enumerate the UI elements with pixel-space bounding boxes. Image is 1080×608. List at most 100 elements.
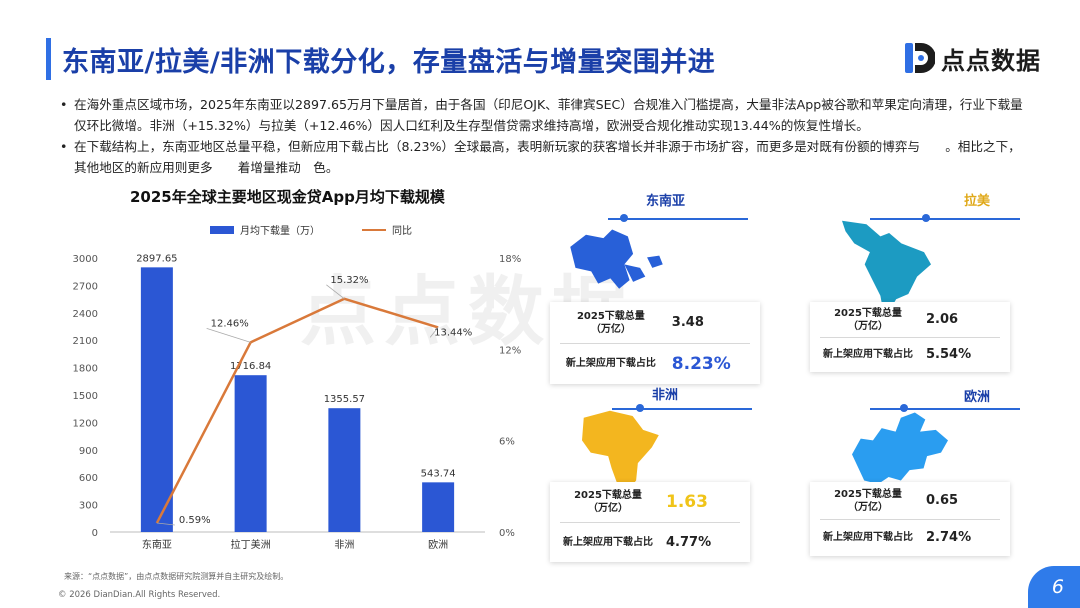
europe-map-icon bbox=[852, 412, 948, 485]
bar bbox=[234, 375, 267, 532]
stat-label-total: 2025下载总量 （万亿） bbox=[576, 310, 645, 335]
line-label-leader bbox=[206, 327, 251, 343]
y-right-tick-label: 18% bbox=[499, 254, 521, 265]
map-shape bbox=[582, 410, 659, 492]
line-data-label: 0.59% bbox=[179, 515, 211, 526]
stat-value-new: 2.74% bbox=[926, 530, 972, 545]
line-data-label: 15.32% bbox=[330, 275, 368, 286]
y-left-tick-label: 1200 bbox=[73, 418, 98, 429]
bar-data-label: 543.74 bbox=[421, 468, 456, 479]
line-label-leader bbox=[429, 327, 439, 338]
y-left-tick-label: 1800 bbox=[73, 364, 98, 375]
map-shape bbox=[852, 412, 948, 485]
stat-label-new: 新上架应用下载占比 bbox=[823, 349, 913, 360]
region-pointer-dot bbox=[620, 214, 628, 222]
stat-row-total: 2025下载总量 （万亿） 0.65 bbox=[810, 482, 1010, 519]
stat-label-total: 2025下载总量 （万亿） bbox=[834, 307, 902, 332]
legend-label-line: 同比 bbox=[392, 226, 412, 237]
stat-label-new: 新上架应用下载占比 bbox=[565, 358, 656, 369]
map-shape bbox=[842, 220, 932, 308]
brand-logo: 点点数据 bbox=[903, 40, 1041, 76]
region-name: 非洲 bbox=[652, 388, 679, 403]
region-stat-card: 2025下载总量 （万亿） 3.48 新上架应用下载占比 8.23% bbox=[550, 302, 760, 384]
stat-divider bbox=[820, 337, 1000, 338]
chart-title: 2025年全球主要地区现金贷App月均下载规模 bbox=[130, 188, 445, 206]
page-number: 6 bbox=[1051, 576, 1064, 598]
y-right-tick-label: 0% bbox=[499, 528, 515, 539]
stat-label-new: 新上架应用下载占比 bbox=[563, 536, 653, 548]
stat-value-new: 4.77% bbox=[666, 534, 712, 550]
stat-row-new: 新上架应用下载占比 5.54% bbox=[810, 337, 1010, 372]
y-left-tick-label: 2100 bbox=[73, 336, 98, 347]
line-label-leader bbox=[326, 284, 345, 300]
y-left-tick-label: 600 bbox=[79, 473, 98, 484]
logo-text: 点点数据 bbox=[941, 46, 1041, 75]
southeast-asia-map-icon bbox=[570, 229, 663, 289]
y-left-tick-label: 0 bbox=[92, 528, 98, 539]
legend-swatch-bar bbox=[210, 225, 234, 234]
region-stat-card: 2025下载总量 （万亿） 1.63 新上架应用下载占比 4.77% bbox=[550, 482, 750, 562]
x-tick-label: 非洲 bbox=[334, 539, 354, 551]
stat-value-total: 2.06 bbox=[926, 312, 959, 327]
stat-row-total: 2025下载总量 （万亿） 2.06 bbox=[810, 302, 1010, 337]
stat-label-new: 新上架应用下载占比 bbox=[823, 532, 913, 543]
chart-legend: 月均下载量（万） 同比 bbox=[210, 222, 412, 237]
region-pointer-dot bbox=[900, 404, 908, 412]
stat-label-total: 2025下载总量 （万亿） bbox=[834, 488, 902, 513]
stat-row-total: 2025下载总量 （万亿） 3.48 bbox=[550, 302, 760, 343]
y-left-tick-label: 2400 bbox=[73, 309, 98, 320]
bullet-item: 在海外重点区域市场，2025年东南亚以2897.65万月下量居首，由于各国（印尼… bbox=[58, 94, 1033, 136]
region-name: 欧洲 bbox=[964, 390, 991, 405]
y-left-tick-label: 900 bbox=[79, 446, 98, 457]
africa-map-icon bbox=[582, 410, 659, 492]
region-name: 东南亚 bbox=[646, 194, 686, 209]
y-left-tick-label: 3000 bbox=[73, 254, 98, 265]
bar-data-label: 1355.57 bbox=[324, 394, 365, 405]
stat-label-total: 2025下载总量 （万亿） bbox=[574, 490, 642, 514]
region-pointer-dot bbox=[922, 214, 930, 222]
stat-value-total: 1.63 bbox=[666, 492, 708, 512]
line-label-leader bbox=[156, 522, 175, 526]
y-right-tick-label: 12% bbox=[499, 345, 521, 356]
stat-value-new: 5.54% bbox=[926, 347, 972, 362]
bar bbox=[328, 408, 361, 532]
source-note: 来源：“点点数据”，由点点数据研究院测算并自主研究及绘制。 bbox=[64, 572, 289, 581]
page-number-badge: 6 bbox=[1028, 566, 1080, 608]
region-pointer-line bbox=[870, 408, 1020, 410]
bullet-item: 在下载结构上，东南亚地区总量平稳，但新应用下载占比（8.23%）全球最高，表明新… bbox=[58, 136, 1033, 178]
series-line bbox=[155, 297, 439, 524]
x-tick-label: 欧洲 bbox=[428, 539, 448, 551]
region-pointer-line bbox=[608, 218, 748, 220]
bar-data-label: 2897.65 bbox=[136, 253, 177, 264]
stat-value-total: 0.65 bbox=[926, 493, 959, 508]
stat-divider bbox=[820, 519, 1000, 520]
bar bbox=[422, 482, 455, 532]
summary-bullets: 在海外重点区域市场，2025年东南亚以2897.65万月下量居首，由于各国（印尼… bbox=[58, 94, 1033, 178]
legend-swatch-line bbox=[362, 228, 386, 231]
stat-divider bbox=[560, 343, 750, 344]
stat-value-new: 8.23% bbox=[671, 353, 731, 374]
bar bbox=[140, 267, 173, 532]
y-left-tick-label: 1500 bbox=[73, 391, 98, 402]
title-accent-bar bbox=[46, 38, 51, 80]
y-left-tick-label: 300 bbox=[79, 501, 98, 512]
line-data-label: 13.44% bbox=[434, 327, 472, 338]
copyright: © 2026 DianDian.All Rights Reserved. bbox=[58, 590, 221, 600]
region-pointer-line bbox=[870, 218, 1020, 220]
bar-data-label: 1716.84 bbox=[230, 361, 271, 372]
combo-chart: 0 300 600 900 1200 1500 1800 2100 2400 2700 3000 0%… bbox=[73, 253, 522, 551]
line-data-label: 12.46% bbox=[211, 318, 249, 329]
stat-divider bbox=[560, 522, 740, 523]
x-tick-label: 拉丁美洲 bbox=[231, 538, 271, 551]
x-tick-label: 东南亚 bbox=[142, 538, 172, 551]
y-right-tick-label: 6% bbox=[499, 437, 515, 448]
region-stat-card: 2025下载总量 （万亿） 0.65 新上架应用下载占比 2.74% bbox=[810, 482, 1010, 556]
dd-logo-icon bbox=[905, 43, 935, 73]
stat-row-new: 新上架应用下载占比 8.23% bbox=[550, 343, 760, 384]
region-pointer-dot bbox=[636, 404, 644, 412]
stat-row-new: 新上架应用下载占比 4.77% bbox=[550, 522, 750, 562]
region-name: 拉美 bbox=[964, 194, 991, 209]
region-pointer-line bbox=[612, 408, 752, 410]
stat-row-total: 2025下载总量 （万亿） 1.63 bbox=[550, 482, 750, 522]
latin-america-map-icon bbox=[842, 220, 932, 308]
